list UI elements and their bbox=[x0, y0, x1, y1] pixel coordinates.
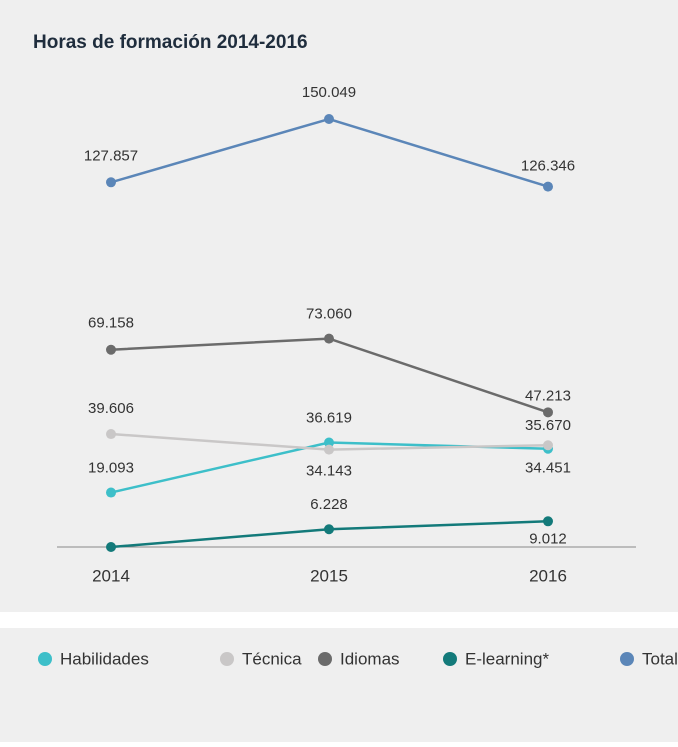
legend-marker bbox=[220, 652, 234, 666]
chart-title: Horas de formación 2014-2016 bbox=[33, 32, 308, 53]
data-point bbox=[543, 516, 553, 527]
data-label: 35.670 bbox=[525, 417, 571, 434]
data-point bbox=[106, 177, 116, 188]
legend-label: Técnica bbox=[242, 649, 302, 668]
data-label: 9.012 bbox=[529, 530, 567, 547]
legend-marker bbox=[318, 652, 332, 666]
legend-marker bbox=[38, 652, 52, 666]
data-point bbox=[106, 487, 116, 498]
data-label: 34.143 bbox=[306, 463, 352, 480]
legend-marker bbox=[620, 652, 634, 666]
legend-label: Total bbox=[642, 649, 678, 668]
data-label: 39.606 bbox=[88, 400, 134, 417]
data-point bbox=[106, 542, 116, 552]
legend-label: E-learning* bbox=[465, 649, 549, 668]
data-label: 47.213 bbox=[525, 387, 571, 404]
legend-label: Habilidades bbox=[60, 649, 149, 668]
data-label: 126.346 bbox=[521, 158, 575, 175]
data-point bbox=[106, 429, 116, 440]
data-label: 73.060 bbox=[306, 306, 352, 323]
x-tick-label: 2016 bbox=[529, 566, 567, 585]
data-point bbox=[324, 437, 334, 448]
data-label: 34.451 bbox=[525, 460, 571, 477]
data-point bbox=[324, 444, 334, 455]
data-label: 150.049 bbox=[302, 84, 356, 101]
data-label: 6.228 bbox=[310, 496, 348, 513]
legend-marker bbox=[443, 652, 457, 666]
data-point bbox=[324, 524, 334, 535]
data-label: 19.093 bbox=[88, 460, 134, 477]
legend-panel bbox=[0, 628, 678, 742]
data-point bbox=[324, 333, 334, 344]
data-label: 127.857 bbox=[84, 147, 138, 164]
data-label: 69.158 bbox=[88, 315, 134, 332]
data-point bbox=[543, 440, 553, 451]
data-point bbox=[543, 407, 553, 418]
x-tick-label: 2015 bbox=[310, 566, 348, 585]
x-tick-label: 2014 bbox=[92, 566, 130, 585]
data-label: 36.619 bbox=[306, 410, 352, 427]
data-point bbox=[543, 181, 553, 192]
legend-label: Idiomas bbox=[340, 649, 400, 668]
plot-panel bbox=[0, 0, 678, 612]
data-point bbox=[324, 114, 334, 124]
data-point bbox=[106, 344, 116, 355]
